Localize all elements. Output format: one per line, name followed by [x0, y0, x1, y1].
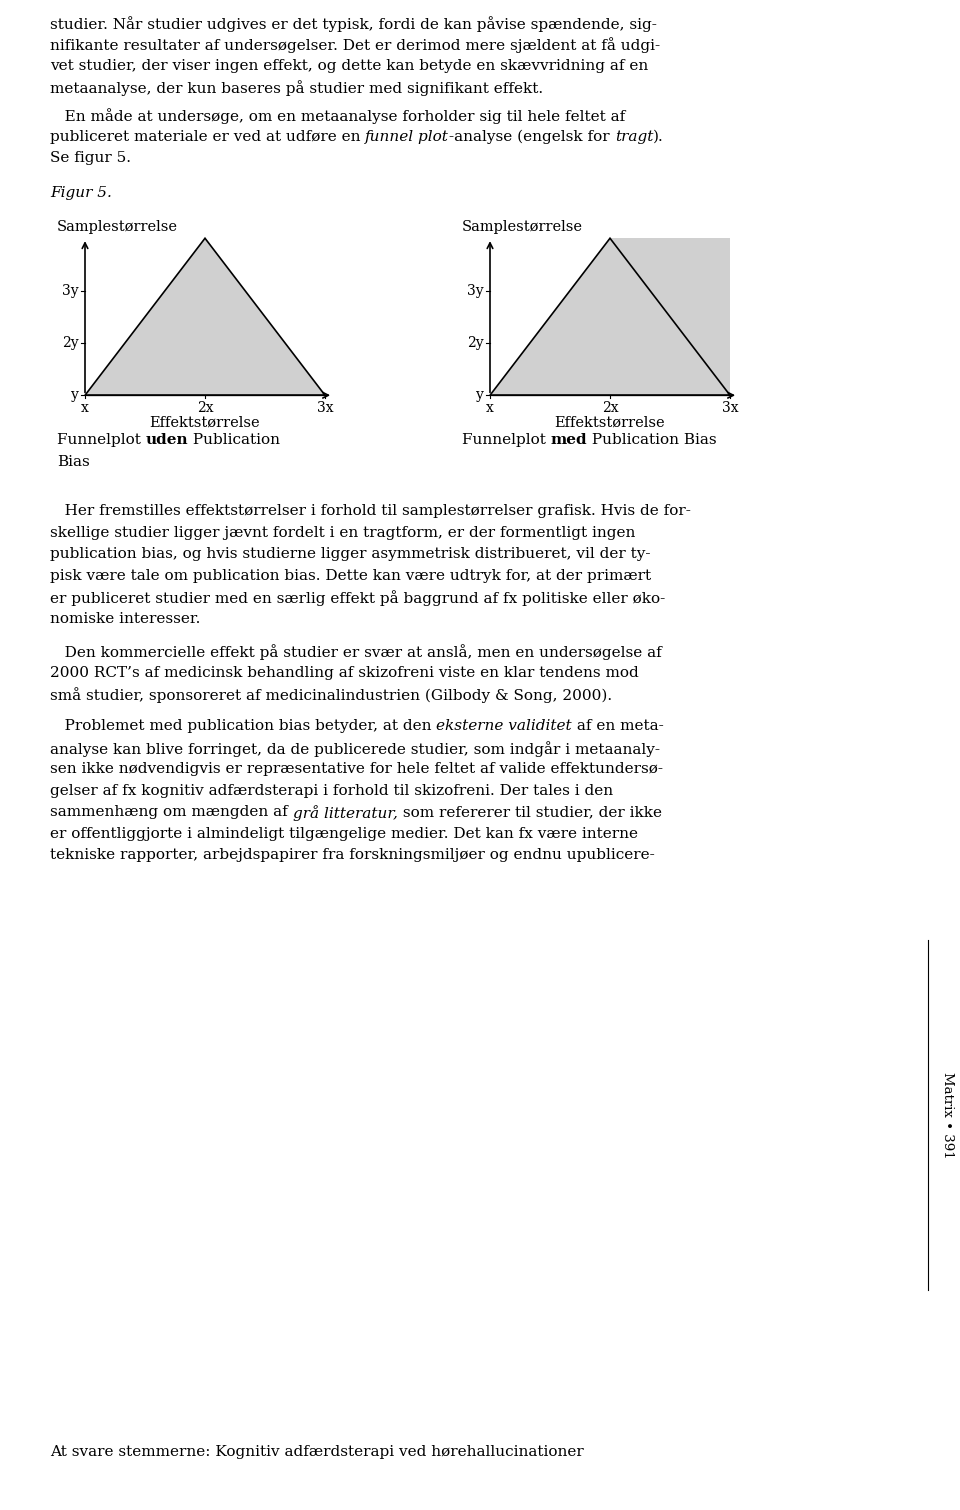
Text: y: y: [476, 388, 484, 402]
Text: pisk være tale om publication bias. Dette kan være udtryk for, at der primært: pisk være tale om publication bias. Dett…: [50, 569, 651, 583]
Polygon shape: [490, 239, 730, 396]
Text: 3x: 3x: [722, 402, 738, 415]
Text: er offentliggjorte i almindeligt tilgængelige medier. Det kan fx være interne: er offentliggjorte i almindeligt tilgæng…: [50, 827, 638, 841]
Polygon shape: [85, 239, 325, 396]
Text: 2x: 2x: [602, 402, 618, 415]
Text: Se figur 5.: Se figur 5.: [50, 151, 131, 166]
Text: 2x: 2x: [197, 402, 213, 415]
Text: Funnelplot: Funnelplot: [57, 433, 146, 447]
Text: 3y: 3y: [468, 284, 484, 297]
Text: Funnelplot: Funnelplot: [462, 433, 551, 447]
Text: ).: ).: [653, 130, 664, 143]
Text: Samplestørrelse: Samplestørrelse: [462, 220, 583, 234]
Text: En måde at undersøge, om en metaanalyse forholder sig til hele feltet af: En måde at undersøge, om en metaanalyse …: [50, 109, 625, 124]
Text: af en meta-: af en meta-: [572, 719, 663, 734]
Text: sen ikke nødvendigvis er repræsentative for hele feltet af valide effektundersø-: sen ikke nødvendigvis er repræsentative …: [50, 763, 663, 776]
Text: tekniske rapporter, arbejdspapirer fra forskningsmiljøer og endnu upublicere-: tekniske rapporter, arbejdspapirer fra f…: [50, 849, 655, 862]
Text: gelser af fx kognitiv adfærdsterapi i forhold til skizofreni. Der tales i den: gelser af fx kognitiv adfærdsterapi i fo…: [50, 784, 613, 797]
Text: Bias: Bias: [57, 455, 89, 468]
Text: At svare stemmerne: Kognitiv adfærdsterapi ved hørehallucinationer: At svare stemmerne: Kognitiv adfærdstera…: [50, 1445, 584, 1459]
Polygon shape: [610, 239, 730, 396]
Text: 3x: 3x: [317, 402, 333, 415]
Text: nomiske interesser.: nomiske interesser.: [50, 612, 201, 625]
Text: x: x: [81, 402, 89, 415]
Text: Her fremstilles effektstørrelser i forhold til samplestørrelser grafisk. Hvis de: Her fremstilles effektstørrelser i forho…: [50, 504, 691, 518]
Text: Matrix • 391: Matrix • 391: [942, 1072, 954, 1158]
Text: som refererer til studier, der ikke: som refererer til studier, der ikke: [397, 805, 661, 820]
Text: skellige studier ligger jævnt fordelt i en tragtform, er der formentligt ingen: skellige studier ligger jævnt fordelt i …: [50, 525, 636, 539]
Text: publiceret materiale er ved at udføre en: publiceret materiale er ved at udføre en: [50, 130, 366, 143]
Text: funnel plot: funnel plot: [366, 130, 449, 143]
Text: Publication: Publication: [188, 433, 280, 447]
Text: 2000 RCT’s af medicinsk behandling af skizofreni viste en klar tendens mod: 2000 RCT’s af medicinsk behandling af sk…: [50, 666, 638, 680]
Text: er publiceret studier med en særlig effekt på baggrund af fx politiske eller øko: er publiceret studier med en særlig effe…: [50, 590, 665, 606]
Text: eksterne validitet: eksterne validitet: [437, 719, 572, 734]
Text: Den kommercielle effekt på studier er svær at anslå, men en undersøgelse af: Den kommercielle effekt på studier er sv…: [50, 643, 661, 660]
Text: analyse kan blive forringet, da de publicerede studier, som indgår i metaanaly-: analyse kan blive forringet, da de publi…: [50, 741, 660, 757]
Text: vet studier, der viser ingen effekt, og dette kan betyde en skævvridning af en: vet studier, der viser ingen effekt, og …: [50, 59, 648, 72]
Text: metaanalyse, der kun baseres på studier med signifikant effekt.: metaanalyse, der kun baseres på studier …: [50, 80, 543, 97]
Text: y: y: [71, 388, 79, 402]
Text: med: med: [551, 433, 588, 447]
Text: grå litteratur,: grå litteratur,: [293, 805, 397, 821]
Text: Figur 5.: Figur 5.: [50, 186, 112, 199]
Text: tragt: tragt: [614, 130, 653, 143]
Text: 3y: 3y: [62, 284, 79, 297]
Text: studier. Når studier udgives er det typisk, fordi de kan påvise spændende, sig-: studier. Når studier udgives er det typi…: [50, 17, 657, 32]
Text: publication bias, og hvis studierne ligger asymmetrisk distribueret, vil der ty-: publication bias, og hvis studierne ligg…: [50, 547, 651, 562]
Text: 2y: 2y: [468, 335, 484, 350]
Text: Samplestørrelse: Samplestørrelse: [57, 220, 178, 234]
Text: små studier, sponsoreret af medicinalindustrien (Gilbody & Song, 2000).: små studier, sponsoreret af medicinalind…: [50, 687, 612, 702]
Text: nifikante resultater af undersøgelser. Det er derimod mere sjældent at få udgi-: nifikante resultater af undersøgelser. D…: [50, 38, 660, 53]
Text: -analyse (engelsk for: -analyse (engelsk for: [449, 130, 614, 145]
Text: sammenhæng om mængden af: sammenhæng om mængden af: [50, 805, 293, 820]
Text: 2y: 2y: [62, 335, 79, 350]
Text: Publication Bias: Publication Bias: [588, 433, 717, 447]
Text: Effektstørrelse: Effektstørrelse: [555, 415, 665, 429]
Text: x: x: [486, 402, 494, 415]
Text: Effektstørrelse: Effektstørrelse: [150, 415, 260, 429]
Text: Problemet med publication bias betyder, at den: Problemet med publication bias betyder, …: [50, 719, 437, 734]
Text: uden: uden: [146, 433, 188, 447]
